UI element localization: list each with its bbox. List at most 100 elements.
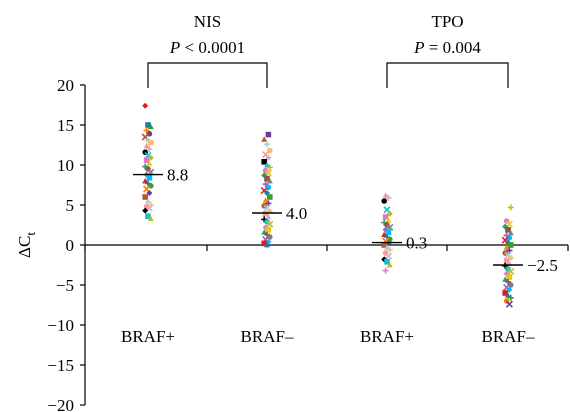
data-point: [506, 247, 513, 254]
data-points: [141, 102, 515, 308]
data-point: [385, 229, 392, 235]
data-point: [142, 102, 149, 109]
pvalue-symbol: P: [169, 38, 180, 57]
pvalue-text: = 0.004: [425, 38, 482, 57]
data-point: [147, 123, 154, 129]
data-point: [264, 242, 270, 248]
y-axis-label-subscript: t: [23, 232, 38, 236]
data-point: [506, 274, 513, 280]
data-point: [386, 246, 393, 253]
data-point: [508, 242, 514, 248]
data-point: [143, 157, 150, 163]
data-point: [385, 194, 392, 201]
data-point: [507, 204, 514, 211]
data-point: [502, 290, 508, 296]
data-point: [382, 192, 389, 198]
data-point: [146, 146, 153, 152]
data-point: [262, 197, 269, 203]
mean-label: 8.8: [167, 166, 188, 185]
y-tick-label: −10: [47, 316, 74, 335]
data-point: [386, 262, 393, 268]
y-tick-label: −15: [47, 356, 74, 375]
pvalue-nis: P < 0.0001: [169, 38, 245, 57]
y-axis: 20 15 10 5 0 −5 −10 −15 −20 ΔCt: [15, 76, 86, 412]
data-point: [384, 252, 392, 260]
y-axis-label: ΔCt: [15, 232, 38, 258]
pvalue-symbol: P: [413, 38, 424, 57]
data-point: [266, 220, 274, 228]
category-label: BRAF+: [121, 327, 175, 346]
data-point: [145, 213, 151, 219]
significance-brackets: NIS P < 0.0001 TPO P = 0.004: [147, 12, 509, 88]
data-point: [505, 278, 511, 285]
data-point: [507, 294, 514, 301]
pvalue-tpo: P = 0.004: [413, 38, 481, 57]
data-point: [262, 211, 269, 217]
data-point: [261, 159, 267, 165]
data-point: [507, 230, 514, 236]
data-point: [265, 214, 272, 220]
y-tick-label: −5: [56, 276, 74, 295]
data-point: [508, 282, 514, 288]
y-tick-label: 0: [66, 236, 75, 255]
y-tick-label: 10: [57, 156, 74, 175]
data-point: [143, 127, 150, 134]
data-point: [506, 235, 513, 241]
data-point: [267, 234, 273, 240]
group-title-tpo: TPO: [431, 12, 463, 31]
data-point: [142, 194, 148, 200]
data-point: [143, 142, 150, 149]
data-point: [505, 300, 513, 308]
data-point: [145, 122, 151, 128]
data-point: [382, 214, 389, 220]
data-point: [265, 131, 272, 138]
data-point: [265, 227, 272, 233]
category-label: BRAF–: [241, 327, 294, 346]
data-point: [382, 267, 389, 274]
data-point: [266, 178, 273, 184]
group-title-nis: NIS: [194, 12, 221, 31]
data-point: [261, 136, 268, 142]
data-point: [146, 160, 153, 166]
mean-label: −2.5: [527, 256, 558, 275]
data-point: [264, 141, 270, 148]
data-point: [261, 240, 267, 247]
y-tick-label: 5: [66, 196, 75, 215]
data-point: [262, 181, 269, 188]
category-labels: BRAF+ BRAF– BRAF+ BRAF–: [121, 327, 535, 346]
mean-label: 4.0: [286, 204, 307, 223]
data-point: [502, 262, 509, 269]
mean-markers: 8.8 4.0 0.3 −2.5: [133, 166, 558, 275]
y-tick-label: −20: [47, 396, 74, 412]
bracket-nis: [147, 62, 268, 88]
pvalue-text: < 0.0001: [180, 38, 245, 57]
bracket-tpo: [386, 62, 509, 88]
x-axis: [84, 244, 569, 251]
category-label: BRAF+: [360, 327, 414, 346]
data-point: [385, 217, 392, 223]
data-point: [142, 178, 149, 184]
data-point: [503, 244, 510, 250]
data-point: [381, 231, 388, 237]
data-point: [142, 207, 149, 214]
data-point: [505, 227, 511, 233]
y-tick-label: 20: [57, 76, 74, 95]
category-label: BRAF–: [482, 327, 535, 346]
data-point: [266, 164, 273, 171]
data-point: [265, 200, 272, 207]
data-point: [267, 194, 273, 200]
data-point: [145, 198, 151, 204]
data-point: [384, 244, 390, 250]
data-point: [148, 139, 154, 146]
data-point: [502, 276, 509, 282]
data-point: [384, 259, 390, 265]
mean-label: 0.3: [406, 234, 427, 253]
data-point: [505, 292, 511, 298]
data-point: [264, 175, 270, 182]
data-point: [503, 258, 510, 264]
data-point: [381, 242, 387, 248]
data-point: [261, 229, 268, 235]
data-point: [146, 175, 153, 181]
data-point: [264, 162, 270, 168]
